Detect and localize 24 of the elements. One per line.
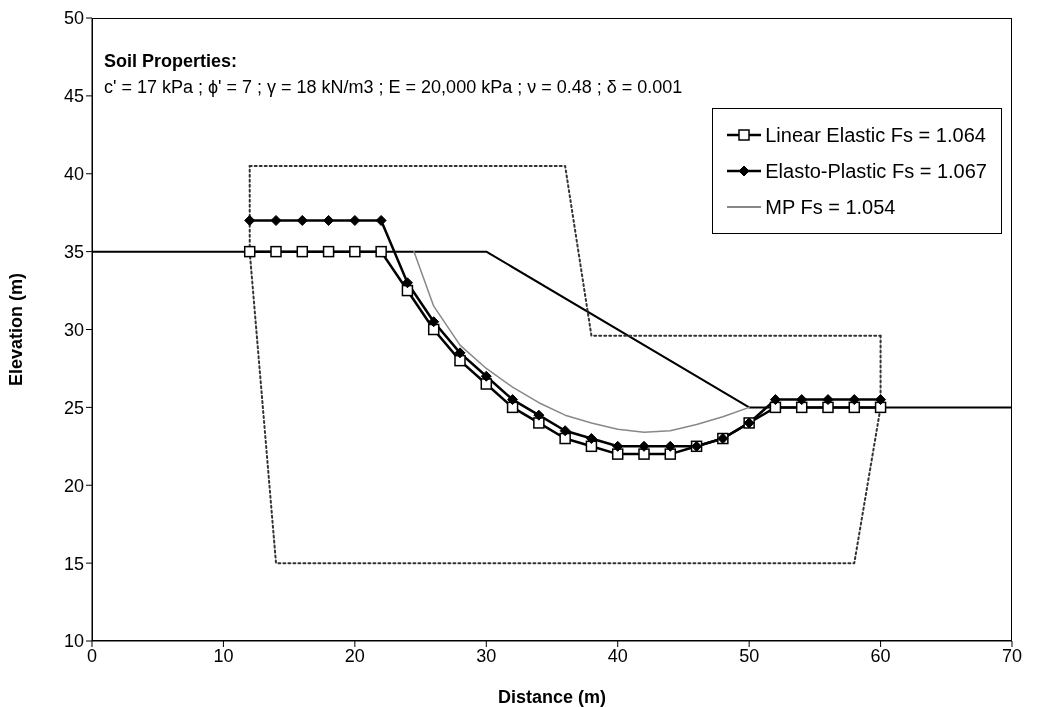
x-tick-label: 60 — [870, 645, 891, 666]
annotation: c' = 17 kPa ; ϕ' = 7 ; γ = 18 kN/m3 ; E = 20,000 kPa ; ν = 0.48 ; δ = 0.001 — [104, 76, 683, 99]
y-tick-label: 45 — [63, 86, 84, 107]
y-tick-label: 15 — [63, 553, 84, 574]
x-tick-label: 70 — [1001, 645, 1023, 666]
y-tick-label: 20 — [63, 475, 84, 496]
y-tick-label: 25 — [63, 397, 84, 418]
y-tick-label: 30 — [63, 319, 84, 340]
legend-label: MP Fs = 1.054 — [765, 195, 896, 219]
y-tick-label: 50 — [63, 8, 84, 29]
y-tick-label: 10 — [63, 631, 84, 652]
annotation: Soil Properties: — [104, 50, 239, 73]
y-tick-label: 35 — [63, 242, 84, 263]
x-tick-label: 20 — [344, 645, 365, 666]
x-tick-label: 30 — [476, 645, 497, 666]
x-tick-label: 50 — [739, 645, 760, 666]
x-tick-label: 0 — [86, 645, 98, 666]
legend-label: Elasto-Plastic Fs = 1.067 — [765, 159, 987, 183]
y-axis-title: Elevation (m) — [6, 272, 27, 387]
y-tick-label: 40 — [63, 164, 84, 185]
x-tick-label: 40 — [607, 645, 628, 666]
x-tick-label: 10 — [213, 645, 234, 666]
legend-label: Linear Elastic Fs = 1.064 — [765, 123, 986, 147]
x-axis-title: Distance (m) — [497, 687, 607, 707]
